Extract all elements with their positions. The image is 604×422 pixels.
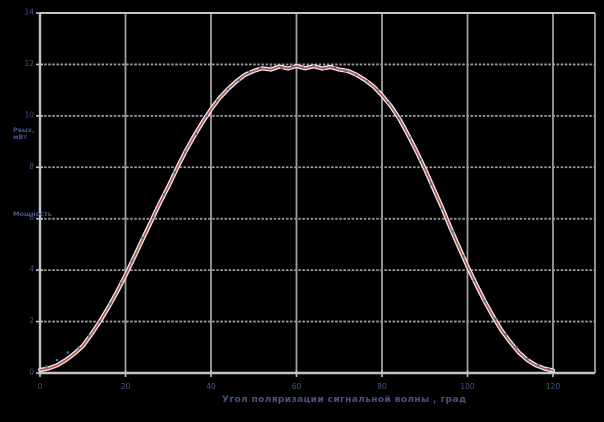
data-point-dot: [355, 73, 358, 76]
data-point-dot: [290, 64, 294, 67]
data-point-dot: [226, 87, 230, 91]
data-point-dot: [494, 317, 497, 321]
data-point-dot: [461, 254, 465, 258]
data-point-dot: [451, 230, 454, 233]
data-point-dot: [376, 88, 380, 92]
y-axis-title-line1: Рвых,: [13, 126, 35, 134]
data-point-dot: [387, 101, 390, 105]
data-point-dot: [152, 216, 155, 219]
data-point-dot: [269, 64, 273, 67]
data-point-dot: [312, 64, 315, 67]
data-point-dot: [440, 207, 444, 210]
y-tick-label: 4: [29, 265, 34, 274]
data-point-dot: [55, 358, 59, 362]
data-point-dot: [536, 364, 540, 367]
data-point-dot: [173, 171, 176, 174]
data-point-dot: [45, 365, 48, 368]
data-point-dot: [408, 136, 412, 139]
data-point-dot: [130, 259, 134, 263]
y-tick-label: 2: [29, 316, 34, 325]
data-point-dot: [109, 302, 112, 305]
data-point-dot: [365, 79, 369, 83]
data-point-dot: [66, 351, 70, 354]
data-point-dot: [419, 158, 422, 161]
y-tick-label: 12: [24, 59, 34, 68]
data-point-dot: [397, 117, 401, 120]
data-point-dot: [258, 67, 262, 70]
data-point-dot: [526, 357, 529, 361]
y-tick-label: 10: [24, 110, 34, 119]
data-point-dot: [184, 150, 187, 154]
data-point-dot: [333, 65, 337, 69]
x-axis-title: Угол поляризации сигнальной волны , град: [222, 395, 467, 405]
data-point-dot: [472, 279, 476, 282]
data-point-dot: [119, 281, 123, 285]
data-point-dot: [194, 132, 198, 136]
y-tick-label: 0: [29, 368, 34, 377]
data-point-dot: [429, 182, 433, 186]
model-curve-line: [39, 65, 554, 372]
data-point-dot: [205, 114, 208, 118]
x-tick-label: 0: [38, 382, 43, 391]
x-tick-label: 60: [292, 382, 302, 391]
data-point-dot: [248, 70, 251, 74]
data-point-dot: [87, 334, 91, 338]
data-point-dot: [162, 193, 166, 196]
data-point-dot: [237, 78, 241, 82]
data-point-dot: [280, 67, 283, 70]
y-tick-label: 6: [29, 213, 34, 222]
y-axis-title-secondary: Мощность: [13, 210, 52, 218]
data-point-dot: [515, 346, 518, 349]
y-axis-title-line2: мВт: [13, 133, 28, 142]
data-point-dot: [301, 66, 305, 69]
data-point-dot: [323, 67, 326, 70]
x-tick-label: 120: [546, 382, 561, 391]
x-tick-label: 20: [121, 382, 131, 391]
data-point-dot: [98, 320, 102, 323]
data-point-dot: [141, 236, 144, 240]
data-point-dot: [547, 367, 550, 371]
data-point-dot: [77, 346, 80, 349]
x-tick-label: 100: [460, 382, 475, 391]
x-tick-label: 80: [377, 382, 387, 391]
y-tick-label: 14: [24, 8, 34, 17]
y-axis-title: Рвых, мВт: [13, 126, 35, 142]
y-tick-label: 8: [29, 162, 34, 171]
x-tick-label: 40: [206, 382, 216, 391]
data-point-dot: [344, 69, 348, 73]
data-point-dot: [504, 333, 508, 336]
data-point-dot: [483, 299, 486, 303]
data-point-dot: [216, 99, 219, 102]
